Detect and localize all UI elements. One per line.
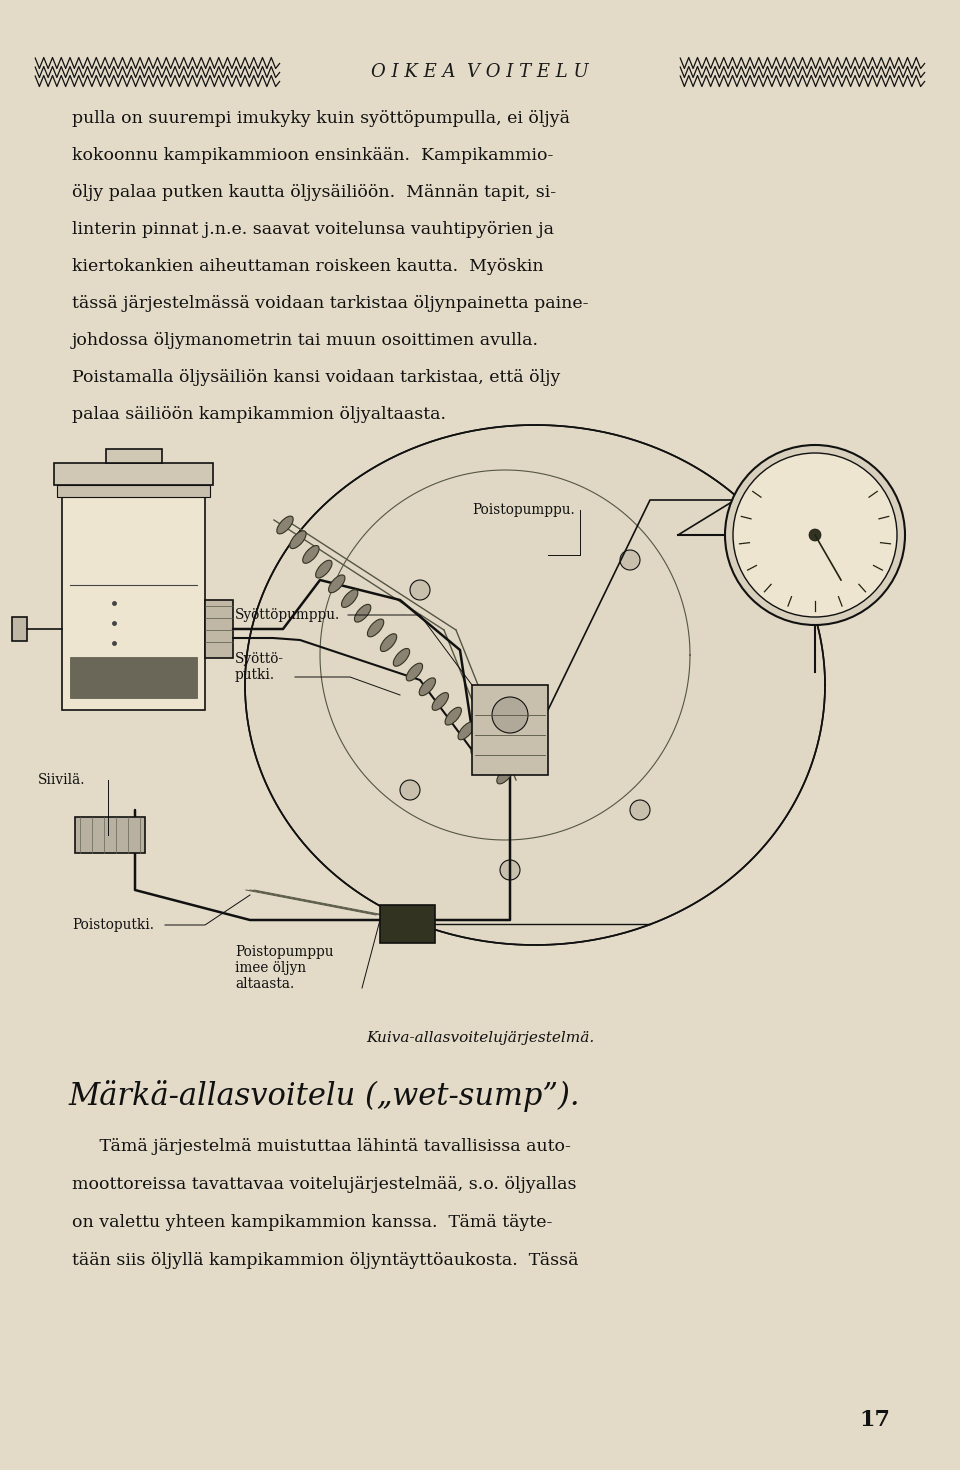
Bar xyxy=(380,906,435,942)
Ellipse shape xyxy=(276,516,293,534)
Bar xyxy=(106,448,161,463)
Circle shape xyxy=(620,550,640,570)
Text: johdossa öljymanometrin tai muun osoittimen avulla.: johdossa öljymanometrin tai muun osoitti… xyxy=(72,332,539,348)
Text: Kuiva-allasvoitelujärjestelmä.: Kuiva-allasvoitelujärjestelmä. xyxy=(366,1030,594,1045)
Circle shape xyxy=(492,697,528,734)
Circle shape xyxy=(400,781,420,800)
Circle shape xyxy=(733,453,897,617)
Bar xyxy=(472,685,548,775)
Text: Siivilä.: Siivilä. xyxy=(38,773,85,786)
Ellipse shape xyxy=(368,619,384,637)
Text: Poistopumppu.: Poistopumppu. xyxy=(472,503,575,517)
Ellipse shape xyxy=(342,589,358,607)
Ellipse shape xyxy=(471,736,488,754)
Bar xyxy=(75,817,145,853)
Circle shape xyxy=(410,581,430,600)
Ellipse shape xyxy=(497,766,514,784)
Ellipse shape xyxy=(380,634,396,651)
Ellipse shape xyxy=(394,648,410,666)
Ellipse shape xyxy=(420,678,436,695)
Text: pulla on suurempi imukyky kuin syöttöpumpulla, ei öljyä: pulla on suurempi imukyky kuin syöttöpum… xyxy=(72,110,570,126)
Text: Märkä-allasvoitelu („wet-sump”).: Märkä-allasvoitelu („wet-sump”). xyxy=(68,1080,580,1111)
Bar xyxy=(54,463,213,485)
Ellipse shape xyxy=(354,604,371,622)
Ellipse shape xyxy=(484,751,500,769)
Text: on valettu yhteen kampikammion kanssa.  Tämä täyte-: on valettu yhteen kampikammion kanssa. T… xyxy=(72,1214,552,1230)
Text: tässä järjestelmässä voidaan tarkistaa öljynpainetta paine-: tässä järjestelmässä voidaan tarkistaa ö… xyxy=(72,295,588,312)
Ellipse shape xyxy=(316,560,332,578)
Text: palaa säiliöön kampikammion öljyaltaasta.: palaa säiliöön kampikammion öljyaltaasta… xyxy=(72,406,446,423)
Text: Syöttö-
putki.: Syöttö- putki. xyxy=(235,653,284,682)
Circle shape xyxy=(725,445,905,625)
Circle shape xyxy=(630,800,650,820)
Text: tään siis öljyllä kampikammion öljyntäyttöaukosta.  Tässä: tään siis öljyllä kampikammion öljyntäyt… xyxy=(72,1252,579,1269)
Circle shape xyxy=(500,860,520,881)
Bar xyxy=(70,657,197,698)
Ellipse shape xyxy=(458,722,474,739)
Bar xyxy=(12,617,27,641)
Polygon shape xyxy=(245,425,825,945)
Text: Poistamalla öljysäiliön kansi voidaan tarkistaa, että öljy: Poistamalla öljysäiliön kansi voidaan ta… xyxy=(72,369,561,387)
Circle shape xyxy=(809,529,821,541)
Ellipse shape xyxy=(328,575,345,592)
Bar xyxy=(57,485,210,497)
FancyBboxPatch shape xyxy=(62,485,205,710)
Text: Tämä järjestelmä muistuttaa lähintä tavallisissa auto-: Tämä järjestelmä muistuttaa lähintä tava… xyxy=(72,1138,571,1155)
Ellipse shape xyxy=(445,707,462,725)
Ellipse shape xyxy=(432,692,448,710)
Text: Poistoputki.: Poistoputki. xyxy=(72,917,154,932)
Text: öljy palaa putken kautta öljysäiliöön.  Männän tapit, si-: öljy palaa putken kautta öljysäiliöön. M… xyxy=(72,184,556,201)
Text: Syöttöpumppu.: Syöttöpumppu. xyxy=(235,609,340,622)
Text: 17: 17 xyxy=(859,1410,891,1430)
Ellipse shape xyxy=(302,545,319,563)
Text: kokoonnu kampikammioon ensinkään.  Kampikammio-: kokoonnu kampikammioon ensinkään. Kampik… xyxy=(72,147,553,165)
Text: O I K E A  V O I T E L U: O I K E A V O I T E L U xyxy=(372,63,588,81)
Text: moottoreissa tavattavaa voitelujärjestelmää, s.o. öljyallas: moottoreissa tavattavaa voitelujärjestel… xyxy=(72,1176,577,1194)
Ellipse shape xyxy=(406,663,422,681)
Text: Poistopumppu
imee öljyn
altaasta.: Poistopumppu imee öljyn altaasta. xyxy=(235,945,333,991)
Bar xyxy=(205,600,233,659)
Ellipse shape xyxy=(290,531,306,548)
Text: kiertokankien aiheuttaman roiskeen kautta.  Myöskin: kiertokankien aiheuttaman roiskeen kautt… xyxy=(72,259,543,275)
Text: linterin pinnat j.n.e. saavat voitelunsa vauhtipyörien ja: linterin pinnat j.n.e. saavat voitelunsa… xyxy=(72,220,554,238)
